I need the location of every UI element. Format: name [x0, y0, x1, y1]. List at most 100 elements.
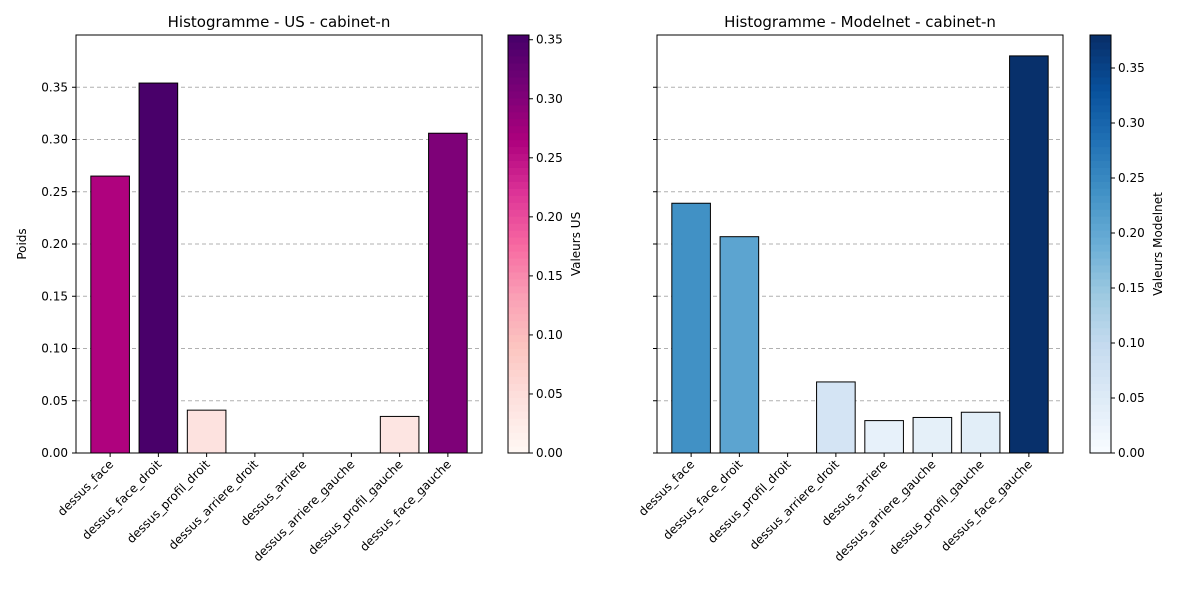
colorbar-segment: [508, 278, 529, 287]
colorbar-segment: [508, 237, 529, 245]
colorbar-segment: [508, 404, 529, 412]
x-tick-label: dessus_face_droit: [79, 457, 164, 542]
x-tick-label: dessus_face_droit: [660, 457, 745, 542]
colorbar-label: Valeurs Modelnet: [1151, 192, 1165, 296]
y-tick-label: 0.05: [41, 394, 68, 408]
colorbar-segment: [508, 383, 529, 391]
colorbar-tick-label: 0.10: [1118, 336, 1145, 350]
colorbar-segment: [1090, 97, 1111, 106]
colorbar-segment: [508, 90, 529, 99]
colorbar-segment: [508, 202, 529, 210]
colorbar-segment: [508, 327, 529, 336]
colorbar-tick-label: 0.10: [536, 328, 563, 342]
colorbar-segment: [1090, 139, 1111, 148]
colorbar-tick-label: 0.20: [536, 210, 563, 224]
colorbar-segment: [508, 209, 529, 217]
colorbar-tick-label: 0.30: [1118, 116, 1145, 130]
colorbar-segment: [1090, 327, 1111, 336]
colorbar-segment: [508, 132, 529, 141]
colorbar-segment: [508, 160, 529, 168]
colorbar-segment: [508, 355, 529, 364]
bar-group: [90, 82, 468, 454]
colorbar-segment: [1090, 132, 1111, 141]
colorbar-segment: [1090, 390, 1111, 398]
y-axis: [653, 86, 657, 454]
colorbar-segment: [1090, 181, 1111, 189]
colorbar-segment: [1090, 257, 1111, 266]
colorbar-segment: [1090, 160, 1111, 168]
colorbar-segment: [508, 76, 529, 85]
colorbar-segment: [508, 230, 529, 238]
colorbar-segment: [1090, 62, 1111, 71]
colorbar-segment: [508, 341, 529, 350]
colorbar-segment: [1090, 41, 1111, 50]
colorbar-segment: [1090, 188, 1111, 196]
colorbar-segment: [508, 104, 529, 113]
x-tick-label: dessus_face_gauche: [938, 457, 1035, 554]
colorbar-segment: [508, 216, 529, 224]
y-axis: 0.00 0.05 0.10 0.15 0.20 0.25 0.30 0.35: [41, 80, 76, 460]
bar-dessus-arriere-droit: [816, 381, 856, 454]
colorbar-segment: [1090, 432, 1111, 440]
x-tick-label: dessus_arriere_droit: [747, 457, 843, 553]
colorbar-tick-label: 0.15: [536, 269, 563, 283]
colorbar-segment: [1090, 216, 1111, 224]
bar-dessus-profil-droit: [186, 409, 227, 454]
colorbar-segment: [508, 83, 529, 92]
colorbar-segment: [508, 188, 529, 196]
colorbar-segment: [1090, 334, 1111, 343]
colorbar-segment: [1090, 76, 1111, 85]
colorbar-segment: [1090, 299, 1111, 308]
colorbar-segment: [1090, 111, 1111, 120]
colorbar-segment: [508, 390, 529, 398]
colorbar-segment: [508, 334, 529, 343]
colorbar-segment: [508, 446, 529, 454]
colorbar-segment: [1090, 174, 1111, 182]
colorbar-segment: [1090, 306, 1111, 315]
colorbar-frame: [1089, 34, 1112, 454]
colorbar-segment: [1090, 83, 1111, 92]
colorbar-tick-label: 0.20: [1118, 226, 1145, 240]
chart-title: Histogramme - Modelnet - cabinet-n: [724, 13, 996, 31]
colorbar-segment: [1090, 404, 1111, 412]
colorbar-segment: [508, 244, 529, 252]
bar-group: [671, 55, 1049, 454]
colorbar-segment: [508, 425, 529, 433]
colorbar-segment: [508, 439, 529, 447]
colorbar-segment: [1090, 411, 1111, 419]
colorbar-segment: [508, 181, 529, 189]
colorbar-segment: [1090, 244, 1111, 252]
colorbar-segment: [1090, 446, 1111, 454]
colorbar-segment: [508, 264, 529, 273]
colorbar-segment: [1090, 153, 1111, 161]
colorbar-segment: [1090, 195, 1111, 203]
colorbar-segment: [1090, 362, 1111, 370]
colorbar-segment: [508, 271, 529, 280]
colorbar-tick-label: 0.25: [536, 151, 563, 165]
colorbar-segment: [508, 35, 529, 43]
colorbar-tick-label: 0.00: [536, 446, 563, 460]
colorbar-segment: [508, 153, 529, 161]
colorbar-segment: [1090, 320, 1111, 329]
chart-title: Histogramme - US - cabinet-n: [168, 13, 391, 31]
gridlines: [657, 86, 1063, 402]
bar-dessus-profil-gauche: [960, 411, 1001, 454]
colorbar-segment: [1090, 439, 1111, 447]
colorbar-segment: [508, 167, 529, 175]
colorbar-segment: [1090, 425, 1111, 433]
colorbar-segment: [1090, 348, 1111, 357]
colorbar-segment: [1090, 167, 1111, 175]
colorbar-segment: [1090, 397, 1111, 405]
colorbar-segment: [508, 313, 529, 322]
colorbar-segment: [1090, 250, 1111, 259]
colorbar-tick-label: 0.35: [1118, 61, 1145, 75]
colorbar-segment: [508, 195, 529, 203]
colorbar-segment: [508, 41, 529, 50]
colorbar-tick-label: 0.15: [1118, 281, 1145, 295]
colorbar-segment: [1090, 292, 1111, 301]
colorbar-tick-label: 0.25: [1118, 171, 1145, 185]
colorbar-segment: [1090, 264, 1111, 273]
colorbar-modelnet: 0.00 0.05 0.10 0.15 0.20 0.25 0.30 0.35 Valeurs …: [1089, 34, 1165, 460]
colorbar-segment: [508, 432, 529, 440]
colorbar-segment: [508, 118, 529, 127]
